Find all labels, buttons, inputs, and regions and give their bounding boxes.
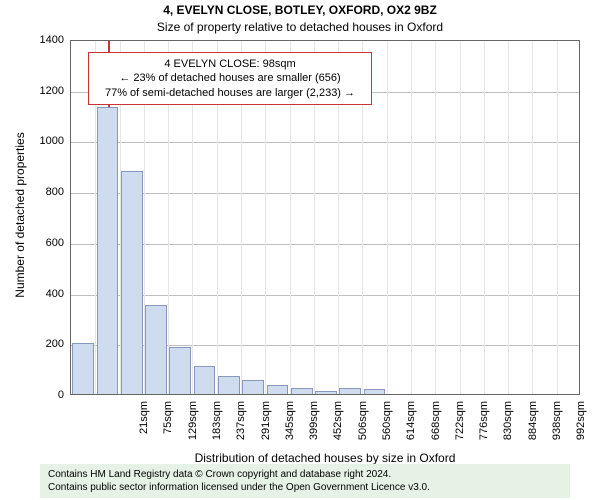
gridline-v	[484, 41, 485, 394]
footer: Contains HM Land Registry data © Crown c…	[40, 464, 570, 498]
gridline-v	[460, 41, 461, 394]
histogram-bar	[364, 389, 386, 394]
xtick-label: 21sqm	[138, 401, 150, 461]
gridline-v	[411, 41, 412, 394]
gridline-v	[387, 41, 388, 394]
histogram-bar	[194, 366, 216, 394]
ytick-label: 0	[24, 389, 64, 401]
histogram-bar	[218, 376, 240, 394]
xtick-label: 291sqm	[260, 401, 272, 461]
ytick-label: 600	[24, 237, 64, 249]
ytick-label: 1200	[24, 85, 64, 97]
gridline-v	[508, 41, 509, 394]
xtick-label: 183sqm	[211, 401, 223, 461]
info-line-1: 4 EVELYN CLOSE: 98sqm	[97, 57, 363, 71]
histogram-bar	[339, 388, 361, 394]
ytick-label: 1400	[24, 34, 64, 46]
xtick-label: 614sqm	[405, 401, 417, 461]
xtick-label: 776sqm	[478, 401, 490, 461]
histogram-bar	[267, 385, 289, 394]
chart-title: 4, EVELYN CLOSE, BOTLEY, OXFORD, OX2 9BZ	[0, 3, 600, 17]
xtick-label: 237sqm	[235, 401, 247, 461]
ytick-label: 800	[24, 186, 64, 198]
xtick-label: 506sqm	[357, 401, 369, 461]
footer-line-1: Contains HM Land Registry data © Crown c…	[48, 468, 562, 481]
histogram-bar	[169, 347, 191, 394]
xtick-label: 668sqm	[430, 401, 442, 461]
ytick-label: 200	[24, 338, 64, 350]
gridline-v	[435, 41, 436, 394]
histogram-bar	[291, 388, 313, 394]
info-line-3: 77% of semi-detached houses are larger (…	[97, 86, 363, 100]
histogram-bar	[97, 107, 119, 394]
xtick-label: 452sqm	[332, 401, 344, 461]
gridline-h	[71, 244, 579, 245]
gridline-v	[532, 41, 533, 394]
chart-container: 4, EVELYN CLOSE, BOTLEY, OXFORD, OX2 9BZ…	[0, 0, 600, 500]
histogram-bar	[121, 171, 143, 394]
info-box: 4 EVELYN CLOSE: 98sqm ← 23% of detached …	[88, 52, 372, 105]
histogram-bar	[145, 305, 167, 394]
xtick-label: 830sqm	[502, 401, 514, 461]
xtick-label: 560sqm	[381, 401, 393, 461]
y-axis-label: Number of detached properties	[13, 65, 27, 365]
info-line-2: ← 23% of detached houses are smaller (65…	[97, 71, 363, 85]
gridline-h	[71, 193, 579, 194]
xtick-label: 938sqm	[551, 401, 563, 461]
histogram-bar	[242, 380, 264, 394]
xtick-label: 129sqm	[187, 401, 199, 461]
ytick-label: 1000	[24, 135, 64, 147]
chart-subtitle: Size of property relative to detached ho…	[0, 20, 600, 34]
xtick-label: 399sqm	[308, 401, 320, 461]
footer-line-2: Contains public sector information licen…	[48, 481, 562, 494]
xtick-label: 884sqm	[527, 401, 539, 461]
ytick-label: 400	[24, 288, 64, 300]
gridline-h	[71, 295, 579, 296]
gridline-v	[557, 41, 558, 394]
histogram-bar	[72, 343, 94, 394]
xtick-label: 75sqm	[162, 401, 174, 461]
xtick-label: 992sqm	[575, 401, 587, 461]
xtick-label: 345sqm	[284, 401, 296, 461]
histogram-bar	[315, 391, 337, 394]
gridline-h	[71, 142, 579, 143]
xtick-label: 722sqm	[454, 401, 466, 461]
